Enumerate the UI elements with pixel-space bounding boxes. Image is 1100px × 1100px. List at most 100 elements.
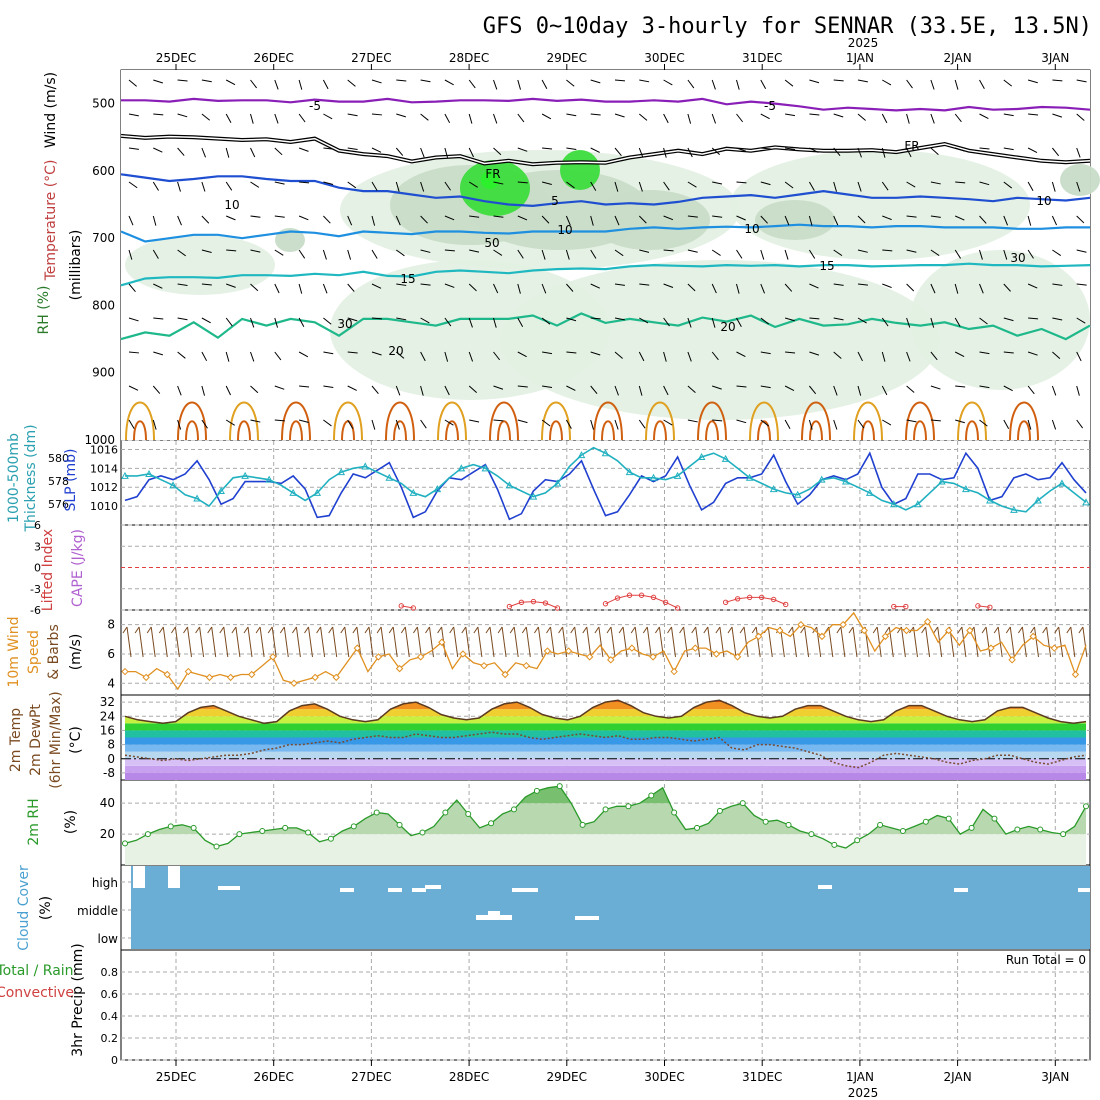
wind-barb [1076,215,1085,224]
thickness-marker [938,477,946,485]
wind-barb-10m [622,626,628,658]
cloud-gap-mid [575,916,599,920]
li-point [722,599,729,606]
thickness-marker [337,468,346,476]
wind-barb-10m [235,626,241,658]
rh-point [991,815,998,822]
wind-barb [711,249,721,256]
wind-barb [882,79,892,86]
wind-barb-feather [1005,626,1011,634]
wind-barb [906,317,911,328]
rh-point [144,831,151,838]
wind-barb [809,317,820,320]
wind-barb [1076,181,1081,192]
wind-barb-feather [376,626,382,634]
date-label-bottom: 1JAN [846,1070,874,1084]
wind-barb [833,249,843,257]
wind-barb [760,215,768,224]
isotherm-label: 10 [744,222,759,236]
wind-barb-feather [667,626,672,634]
wind-barb [225,113,232,124]
wind-barb-feather [412,626,418,634]
wind-barb [128,215,134,226]
wind-barb [930,283,936,294]
cloud-cover-panel: high middle low [77,866,1090,949]
wind-barb [736,215,746,221]
wind-barb [930,181,941,185]
precip-tick: 0.8 [101,966,119,979]
wind-barb [177,113,188,118]
wind-barb [274,249,284,256]
rh-point [648,792,655,799]
wind-speed-marker [163,670,171,679]
wind-barb [128,79,137,87]
wind-barb [323,419,332,427]
wind-barb [396,113,407,118]
wind-barb [201,419,208,429]
isotherm-20 [120,312,1091,341]
label-rh: RH (%) [36,286,52,335]
label-precip: 3hr Precip (mm) [70,943,86,1056]
wind-speed-marker [522,661,531,670]
wind-barb [420,317,430,324]
wind-barb [663,317,670,327]
wind-barb-feather [1017,626,1023,634]
rh-point [762,818,769,825]
wind-barb-10m [1021,626,1027,658]
wind-barb [250,79,258,89]
thickness-marker [481,464,490,472]
cloud-gap-mid [488,911,500,917]
wind-barb-feather [981,626,987,634]
isotherm-30-loop [289,420,303,441]
wind-barb [347,351,358,354]
wind-barb [250,113,254,124]
label-slp: SLP (mb) [63,448,79,511]
wind-barb [614,147,622,156]
wind-barb [881,147,886,158]
wind-speed-marker [860,626,868,635]
stability-panel: 6 3 0 -3 -6 [30,519,1090,617]
thickness-marker [193,494,201,502]
wind-barb [201,351,208,362]
wind-barb [784,181,794,189]
wind-barb-feather [618,626,624,634]
label-temp2m-3: (6hr Min/Max) [48,691,64,788]
wind-barb [979,249,983,260]
wind-barb [250,351,255,362]
wind-barb-feather [231,626,237,634]
wind-barb [687,351,692,362]
wind-barb [298,147,309,152]
wind-barb [881,181,889,191]
wind-barb [663,249,674,252]
wind-barb-10m [477,626,483,658]
rh-point [1014,826,1021,833]
wind-barb [153,79,163,84]
wind-barb [566,113,577,117]
rh-point [945,815,952,822]
rh-region-5 [910,250,1090,390]
wind-barb [687,317,692,328]
wind-barb [712,385,722,390]
wind-barb [639,79,650,83]
isotherm-25-loop [853,401,883,441]
li-line [605,594,678,609]
wind-barb [250,215,261,218]
wind-barb [347,113,358,117]
temp-bands [125,700,1086,780]
thickness-marker [385,473,394,481]
wind-speed-marker [121,667,129,676]
wind-barb [274,419,285,422]
isotherm-label: 5 [551,194,559,208]
isotherm-30-loop [809,420,823,441]
wind-barb [298,215,309,221]
wind-barb [979,181,990,186]
wind-barb [809,147,819,153]
rh-point [808,831,815,838]
wind-barb [153,147,163,153]
wind-barb [299,385,310,388]
wind-barb-feather [715,626,721,634]
wind-barb [930,113,935,124]
wind-barb [395,147,404,156]
wind-barb-10m [574,626,580,658]
wind-barb-feather [364,626,370,634]
